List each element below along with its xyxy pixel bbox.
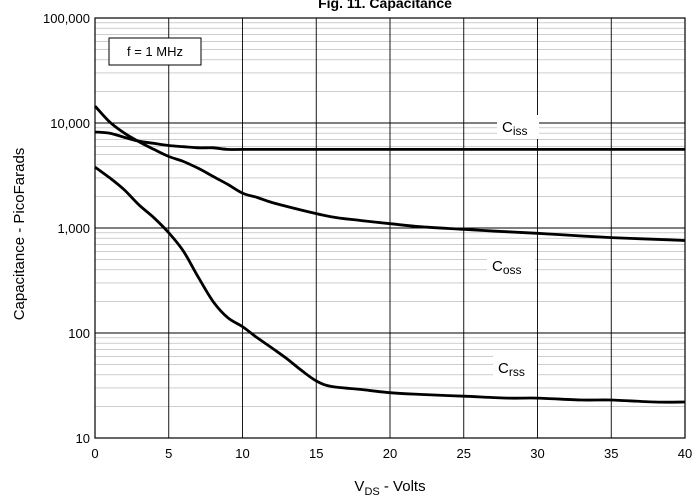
- x-tick-label: 10: [235, 446, 249, 461]
- x-tick-label: 20: [383, 446, 397, 461]
- series-label-coss-sub: oss: [503, 263, 522, 277]
- annotation-text: f = 1 MHz: [127, 44, 183, 59]
- series-label-crss-text: Crss: [498, 360, 525, 379]
- series-label-ciss-text: Ciss: [502, 119, 528, 138]
- x-axis-label-sub: DS: [364, 486, 379, 498]
- x-tick-label: 30: [530, 446, 544, 461]
- y-axis-label: Capacitance - PicoFarads: [11, 148, 28, 321]
- y-tick-label: 10,000: [50, 116, 90, 131]
- series-label-coss: Coss: [487, 254, 535, 278]
- series-label-coss-bg: [487, 254, 535, 278]
- x-axis-label-tail: - Volts: [380, 478, 426, 495]
- x-tick-label: 15: [309, 446, 323, 461]
- annotation-box: [108, 37, 202, 66]
- series-label-ciss-bg: [497, 115, 539, 139]
- series-label-crss-bg: [493, 356, 537, 380]
- series-label-coss-main: C: [492, 258, 503, 275]
- series-line-rss: [94, 165, 686, 404]
- series-line-oss: [93, 105, 686, 242]
- chart-title: Fig. 11. Capacitance: [318, 0, 452, 11]
- series-label-ciss-main: C: [502, 119, 513, 136]
- x-tick-labels: 0 5 10 15 20 25 30 35 40: [91, 446, 692, 461]
- x-axis-label-main: V: [354, 478, 364, 495]
- series-label-crss-main: C: [498, 360, 509, 377]
- major-grid: [95, 18, 685, 438]
- plot-frame: [94, 17, 686, 439]
- series-label-ciss-sub: iss: [513, 124, 528, 138]
- y-tick-label: 100: [68, 326, 90, 341]
- y-tick-label: 1,000: [57, 221, 90, 236]
- series-label-coss-text: Coss: [492, 258, 522, 277]
- frequency-annotation: f = 1 MHz: [108, 37, 202, 66]
- series-lines: [93, 105, 686, 404]
- series-label-crss-sub: rss: [509, 365, 525, 379]
- x-tick-label: 5: [165, 446, 172, 461]
- x-tick-label: 25: [457, 446, 471, 461]
- x-tick-label: 40: [678, 446, 692, 461]
- y-tick-label: 100,000: [43, 11, 90, 26]
- x-axis-label: VDS - Volts: [354, 478, 425, 498]
- series-label-crss: Crss: [493, 356, 537, 380]
- series-label-ciss: Ciss: [497, 115, 539, 139]
- y-tick-label: 10: [76, 431, 90, 446]
- y-tick-labels: 10 100 1,000 10,000 100,000: [43, 11, 90, 446]
- x-tick-label: 0: [91, 446, 98, 461]
- x-tick-label: 35: [604, 446, 618, 461]
